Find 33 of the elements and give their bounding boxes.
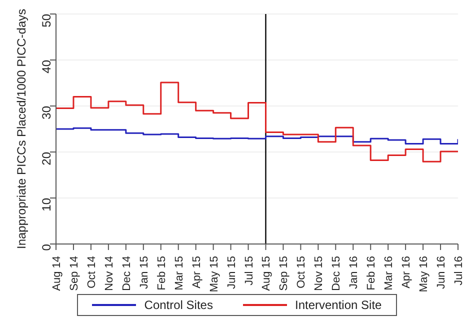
x-tick-label: Mar 16	[383, 256, 396, 290]
x-tick-label: Mar 15	[173, 256, 186, 290]
y-tick-label: 10	[39, 198, 54, 212]
y-tick-label: 20	[39, 152, 54, 166]
x-tick-label: Aug 14	[51, 256, 63, 291]
x-tick-label: Feb 16	[366, 256, 378, 290]
x-tick-label: Oct 14	[86, 256, 98, 288]
x-tick-label: Aug 15	[260, 256, 273, 291]
y-tick-label: 50	[39, 14, 54, 28]
x-tick-label: Apr 16	[400, 256, 413, 288]
y-tick-label: 40	[39, 60, 54, 74]
x-tick-label: Sep 15	[278, 256, 290, 291]
x-tick-label: May 16	[418, 256, 430, 292]
x-tick-label: Dec 14	[120, 256, 133, 291]
legend-label: Control Sites	[143, 298, 213, 312]
x-tick-label: Jun 15	[226, 256, 238, 290]
x-tick-label: Sep 14	[68, 256, 80, 291]
x-tick-label: Jan 16	[348, 256, 360, 290]
x-tick-label: Jul 15	[243, 256, 256, 286]
x-tick-label: Nov 15	[313, 256, 326, 291]
x-tick-label: Jan 15	[138, 256, 150, 290]
x-tick-label: May 15	[208, 256, 220, 292]
y-axis-title: Inappropriate PICCs Placed/1000 PICC-days	[14, 8, 28, 249]
y-tick-label: 0	[39, 244, 54, 251]
x-tick-label: Dec 15	[330, 256, 343, 291]
x-tick-label: Feb 15	[156, 256, 168, 290]
x-tick-label: Apr 15	[190, 256, 203, 288]
x-tick-label: Nov 14	[103, 256, 116, 291]
x-tick-label: Jul 16	[453, 256, 465, 286]
legend-label: Intervention Site	[294, 298, 382, 312]
x-tick-label: Jun 16	[436, 256, 448, 290]
y-tick-label: 30	[39, 106, 54, 120]
x-tick-label: Oct 15	[296, 256, 308, 288]
